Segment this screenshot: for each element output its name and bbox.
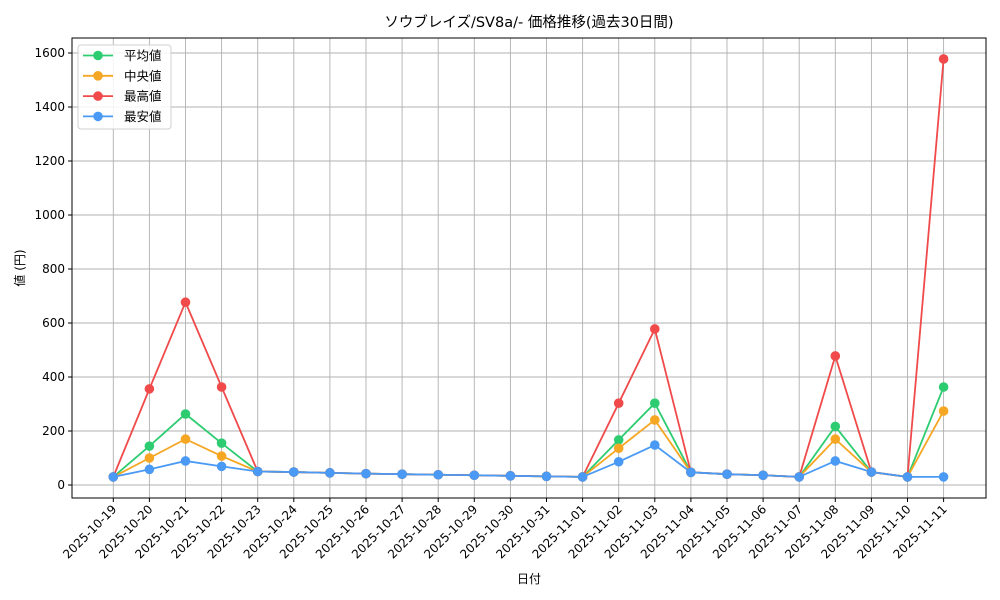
legend-label: 最高値 [124,89,162,104]
data-point [541,471,552,482]
y-axis-label: 値 (円) [12,249,27,286]
legend-marker-icon [93,91,103,101]
data-point [216,438,227,448]
y-axis: 0 200 400 600 800 1000 1200 1400 1600 [34,46,72,492]
data-point [830,434,841,444]
series-line [112,410,945,478]
data-point [144,441,155,451]
data-point [361,468,371,479]
legend-item: 最高値 [83,89,162,104]
data-point [180,456,191,466]
y-tick-label: 1600 [34,46,65,60]
y-tick-label: 600 [42,316,65,330]
grid-lines [72,38,986,498]
data-point [252,466,263,477]
y-tick-label: 1200 [34,154,65,168]
y-tick-label: 200 [42,424,65,438]
data-point [938,406,949,416]
data-point [108,472,119,482]
data-point [397,469,407,480]
data-point [830,351,841,361]
data-point [938,54,949,64]
legend-item: 平均値 [83,48,162,63]
data-point [866,467,877,477]
series-line [112,58,945,478]
data-point [938,382,949,392]
data-point [325,468,335,478]
legend-marker-icon [93,50,103,61]
legend-label: 平均値 [124,48,162,63]
data-point [289,467,299,477]
data-point [938,472,949,482]
data-point [794,472,804,482]
data-point [650,415,660,425]
data-point [469,470,480,481]
plot-frame [71,37,987,499]
data-point [577,472,588,482]
data-point [180,297,191,308]
data-point [902,472,913,482]
data-point [758,470,768,481]
y-tick-label: 1000 [34,208,65,222]
chart-title: ソウブレイズ/SV8a/- 価格推移(過去30日間) [384,13,673,31]
data-point [613,398,624,408]
x-axis-label: 日付 [517,572,541,586]
y-tick-label: 800 [42,262,65,276]
data-point [180,434,191,444]
data-point [613,456,624,467]
data-point [613,443,624,454]
data-point [144,464,155,475]
series-line [113,443,944,478]
x-axis: 2025-10-192025-10-202025-10-212025-10-22… [60,498,950,561]
y-tick-label: 400 [42,370,65,384]
data-point [433,469,444,480]
legend-box [77,44,172,130]
data-point [613,435,624,445]
data-point [216,451,227,461]
legend-item: 中央値 [83,68,162,83]
data-point [505,471,516,481]
data-point [216,382,227,392]
y-tick-label: 1400 [34,100,65,114]
legend-marker-icon [93,71,103,81]
data-point [650,324,660,334]
series-lines [108,54,949,482]
legend-label: 中央値 [124,68,162,83]
data-point [180,409,191,419]
data-point [686,467,696,478]
data-point [650,440,660,450]
data-point [830,421,841,432]
data-point [722,469,732,480]
data-point [144,453,155,463]
series-2 [108,54,949,482]
data-point [216,461,227,472]
data-point [830,456,841,466]
legend-marker-icon [93,111,103,122]
legend-label: 最安値 [124,109,162,124]
legend-item: 最安値 [83,109,162,124]
y-tick-label: 0 [57,478,65,492]
series-3 [108,440,949,482]
data-point [650,398,660,408]
data-point [144,384,155,394]
